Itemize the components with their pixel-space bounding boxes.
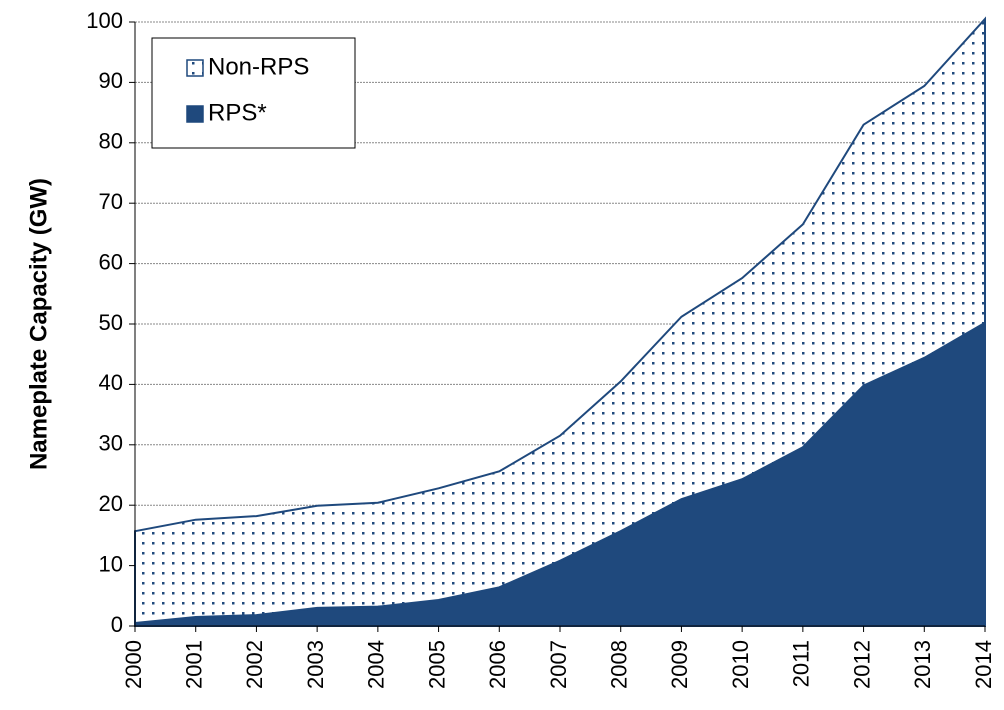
y-tick-label: 30	[99, 431, 123, 456]
x-tick-label: 2003	[303, 640, 328, 689]
legend-label: RPS*	[208, 99, 267, 126]
legend-swatch	[186, 59, 204, 77]
x-tick-label: 2009	[667, 640, 692, 689]
x-tick-label: 2011	[789, 640, 814, 687]
x-tick-label: 2007	[546, 640, 571, 689]
x-tick-label: 2012	[849, 640, 874, 689]
y-tick-label: 80	[99, 129, 123, 154]
x-tick-label: 2010	[728, 640, 753, 689]
y-tick-label: 50	[99, 310, 123, 335]
x-tick-label: 2006	[485, 640, 510, 689]
legend-swatch	[186, 105, 204, 123]
area	[134, 16, 986, 625]
x-tick-label: 2001	[182, 640, 207, 689]
y-tick-label: 20	[99, 491, 123, 516]
x-tick-label: 2005	[424, 640, 449, 689]
legend: Non-RPS RPS*	[151, 37, 356, 149]
y-axis-title: Nameplate Capacity (GW)	[25, 178, 52, 470]
x-tick-label: 2013	[910, 640, 935, 689]
legend-label: Non-RPS	[208, 53, 309, 80]
y-tick-label: 10	[99, 551, 123, 576]
legend-box	[151, 37, 356, 149]
x-tick-label: 2004	[364, 640, 389, 689]
y-tick-label: 40	[99, 370, 123, 395]
y-tick-label: 70	[99, 189, 123, 214]
x-tick-label: 2014	[971, 640, 996, 689]
y-tick-label: 60	[99, 249, 123, 274]
y-tick-label: 0	[111, 612, 123, 637]
x-tick-label: 2002	[242, 640, 267, 689]
x-tick-label: 2008	[607, 640, 632, 689]
x-tick-label: 2000	[121, 640, 146, 689]
y-tick-label: 100	[86, 8, 123, 33]
y-tick-label: 90	[99, 68, 123, 93]
